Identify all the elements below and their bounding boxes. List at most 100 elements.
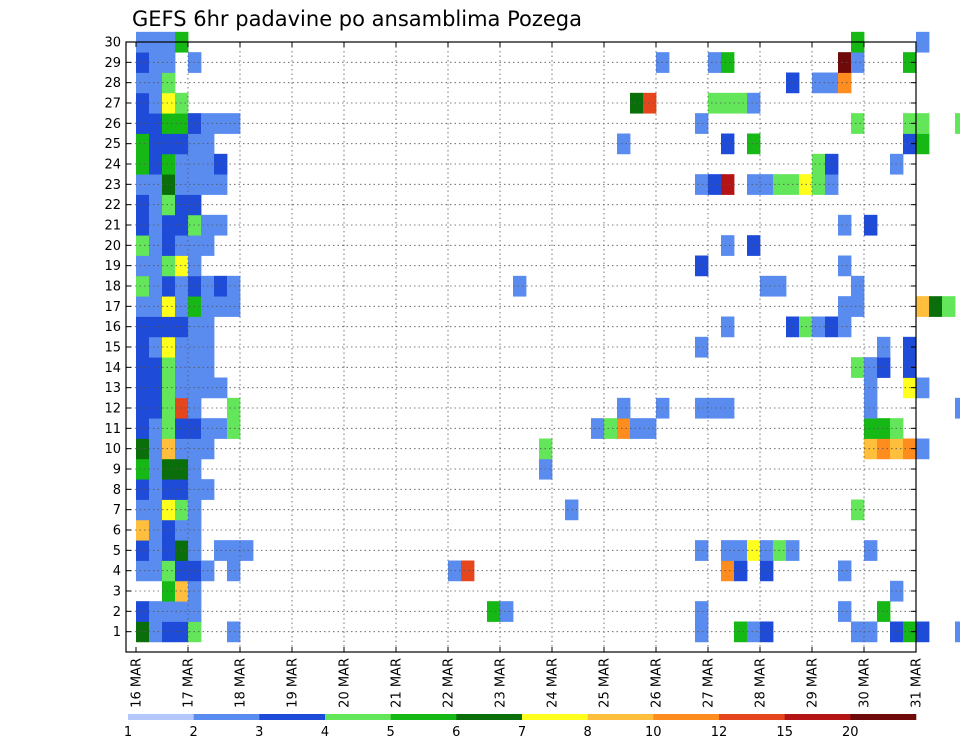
heatmap-cell [877,336,891,358]
heatmap-cell [149,174,163,195]
colorbar-tick-label: 5 [387,725,395,740]
heatmap-cell [162,377,176,399]
heatmap-cell [604,418,618,439]
heatmap-cell [929,296,943,317]
heatmap-cell [708,52,722,73]
heatmap-cell [136,113,150,134]
heatmap-cell [136,316,150,338]
heatmap-cell [162,52,176,73]
x-tick-label: 20 MAR [338,658,353,708]
heatmap-cell [162,153,176,175]
heatmap-cell [149,540,163,561]
y-tick-label: 22 [104,198,121,213]
heatmap-cell [136,438,150,460]
y-tick-label: 5 [113,544,121,559]
x-tick-label: 30 MAR [858,658,873,708]
heatmap-cell [864,540,878,561]
heatmap-cell [877,357,891,378]
colorbar-swatch [325,714,391,720]
heatmap-cell [136,540,150,561]
heatmap-cell [136,621,150,643]
heatmap-cell [630,92,644,114]
y-tick-label: 10 [104,442,121,457]
heatmap-cell [162,133,176,155]
heatmap-cell [695,174,709,195]
colorbar-swatch [128,714,194,720]
heatmap-cell [149,499,163,521]
heatmap-cell [838,52,852,73]
heatmap-cell [864,397,878,419]
heatmap-cell [175,275,189,297]
heatmap-cell [162,174,176,195]
heatmap-cell [149,357,163,378]
heatmap-cell [149,275,163,297]
heatmap-cell [136,458,150,480]
heatmap-cell [812,72,826,94]
heatmap-cell [162,458,176,480]
y-tick-label: 9 [113,463,121,478]
heatmap-cell [175,540,189,561]
colorbar-swatch [193,714,260,720]
heatmap-cell [149,52,163,73]
heatmap-cell [136,397,150,419]
heatmap-cells [136,31,960,643]
chart-title: GEFS 6hr padavine po ansamblima Pozega [132,7,582,31]
heatmap-cell [916,113,930,134]
y-tick-label: 25 [104,137,121,152]
colorbar-swatch [587,714,654,720]
heatmap-cell [149,418,163,439]
heatmap-cell [747,621,761,643]
heatmap-cell [149,601,163,622]
y-tick-label: 7 [113,503,121,518]
y-tick-label: 11 [104,422,121,437]
colorbar-tick-label: 7 [518,725,526,740]
heatmap-cell [149,519,163,541]
y-tick-label: 1 [113,625,121,640]
heatmap-cell [175,458,189,480]
heatmap-cell [864,214,878,236]
y-tick-label: 15 [104,341,121,356]
heatmap-cell [162,499,176,521]
heatmap-cell [227,296,241,317]
heatmap-cell [149,479,163,500]
heatmap-cell [162,560,176,582]
heatmap-cell [149,194,163,216]
heatmap-cell [149,92,163,114]
heatmap-cell [162,194,176,216]
heatmap-cell [747,235,761,256]
y-tick-label: 13 [104,381,121,396]
heatmap-cell [136,72,150,94]
heatmap-cell [149,235,163,256]
heatmap-cell [825,316,839,338]
heatmap-cell [721,174,735,195]
heatmap-cell [136,479,150,500]
colorbar-swatch [653,714,720,720]
heatmap-cell [175,92,189,114]
heatmap-cell [162,214,176,236]
heatmap-cell [877,418,891,439]
y-tick-label: 8 [113,483,121,498]
heatmap-cell [175,296,189,317]
heatmap-cell [227,397,241,419]
heatmap-cell [136,377,150,399]
heatmap-cell [864,418,878,439]
heatmap-cell [175,194,189,216]
heatmap-cell [149,133,163,155]
heatmap-cell [851,52,865,73]
heatmap-cell [942,296,956,317]
heatmap-cell [149,377,163,399]
colorbar-tick-label: 15 [776,725,793,740]
heatmap-cell [175,499,189,521]
heatmap-cell [721,397,735,419]
heatmap-cell [851,296,865,317]
heatmap-cell [162,275,176,297]
heatmap-cell [513,275,527,297]
heatmap-cell [136,296,150,317]
colorbar-swatch [850,714,917,720]
heatmap-cell [760,560,774,582]
heatmap-cell [851,621,865,643]
heatmap-cell [695,397,709,419]
heatmap-cell [838,601,852,622]
y-tick-label: 12 [104,402,121,417]
